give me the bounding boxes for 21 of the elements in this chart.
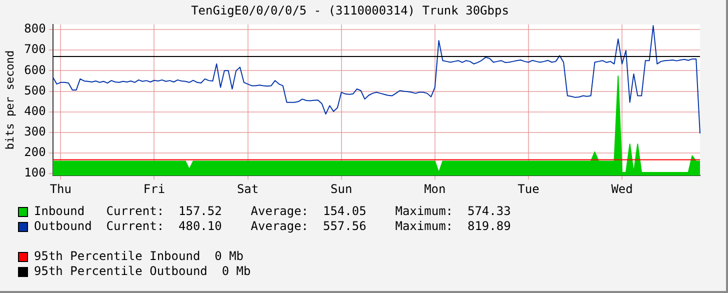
y-tick-label: 400	[24, 104, 46, 118]
y-tick-label: 300	[24, 124, 46, 139]
y-tick-label: 800	[24, 22, 46, 36]
x-tick-label: Thu	[50, 182, 72, 196]
y-tick-label: 100	[24, 166, 46, 180]
y-tick-label: 200	[24, 145, 46, 160]
legend-label: 95th Percentile Outbound 0 Mb	[34, 264, 251, 279]
y-tick-label: 600	[24, 62, 46, 77]
x-tick-label: Sun	[330, 182, 352, 196]
x-tick-label: Fri	[143, 182, 166, 196]
x-tick-label: Sat	[236, 182, 259, 196]
x-tick-label: Tue	[518, 182, 540, 196]
chart-title: TenGigE0/0/0/0/5 - (3110000314) Trunk 30Gbps	[191, 3, 509, 18]
text: Inbound Current: 157.52 Average: 154.05 Maximum: 574.33	[34, 204, 511, 218]
y-axis-title: bits per second	[3, 50, 16, 150]
x-tick-label: Wed	[611, 182, 633, 196]
legend-label: 95th Percentile Inbound 0 Mb	[34, 249, 244, 264]
y-tick-label: 500	[24, 83, 46, 98]
y-tick-label: 700	[24, 42, 46, 56]
x-tick-label: Mon	[424, 182, 446, 196]
text: Outbound Current: 480.10 Average: 557.56 Maximum: 819.89	[34, 219, 511, 233]
